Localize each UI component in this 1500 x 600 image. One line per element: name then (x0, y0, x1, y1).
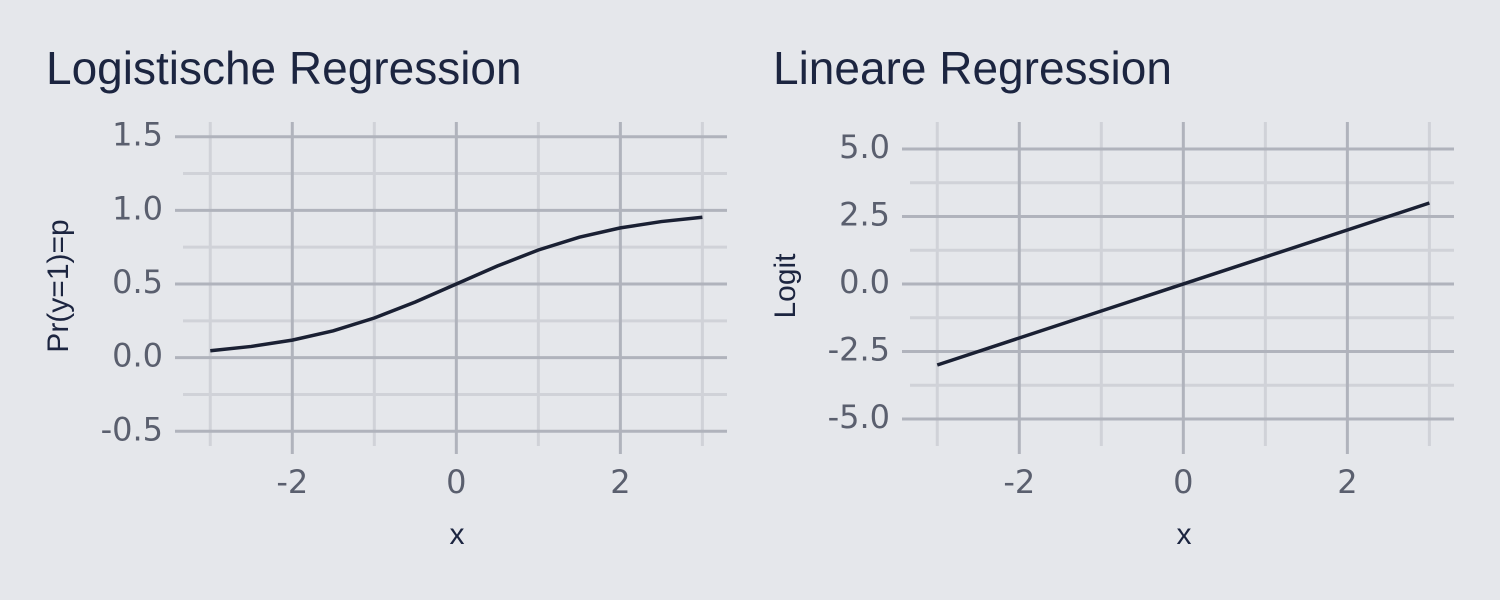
y-axis-title: Logit (769, 253, 802, 319)
chart-title: Lineare Regression (773, 42, 1172, 94)
line (210, 215, 703, 353)
x-tick-label: -2 (1003, 463, 1035, 501)
x-axis-title: x (1177, 518, 1192, 551)
x-tick-label: 0 (1173, 463, 1193, 501)
x-tick-label: 2 (1337, 463, 1357, 501)
x-tick-label: -2 (276, 463, 308, 501)
chart-title: Logistische Regression (46, 42, 522, 94)
x-axis-title: x (450, 518, 465, 551)
y-tick-label: 0.0 (112, 337, 163, 375)
y-axis-title: Pr(y=1)=p (42, 219, 75, 352)
y-tick-label: 2.5 (839, 196, 890, 234)
y-tick-label: 1.5 (112, 116, 163, 154)
y-tick-label: -5.0 (828, 398, 890, 436)
y-tick-label: 1.0 (112, 189, 163, 227)
y-tick-label: -2.5 (828, 331, 890, 369)
y-tick-label: 0.5 (112, 263, 163, 301)
y-tick-label: -0.5 (101, 410, 163, 448)
y-tick-label: 0.0 (839, 263, 890, 301)
line (936, 201, 1430, 367)
x-tick-label: 0 (446, 463, 466, 501)
y-tick-label: 5.0 (839, 128, 890, 166)
x-tick-label: 2 (610, 463, 630, 501)
